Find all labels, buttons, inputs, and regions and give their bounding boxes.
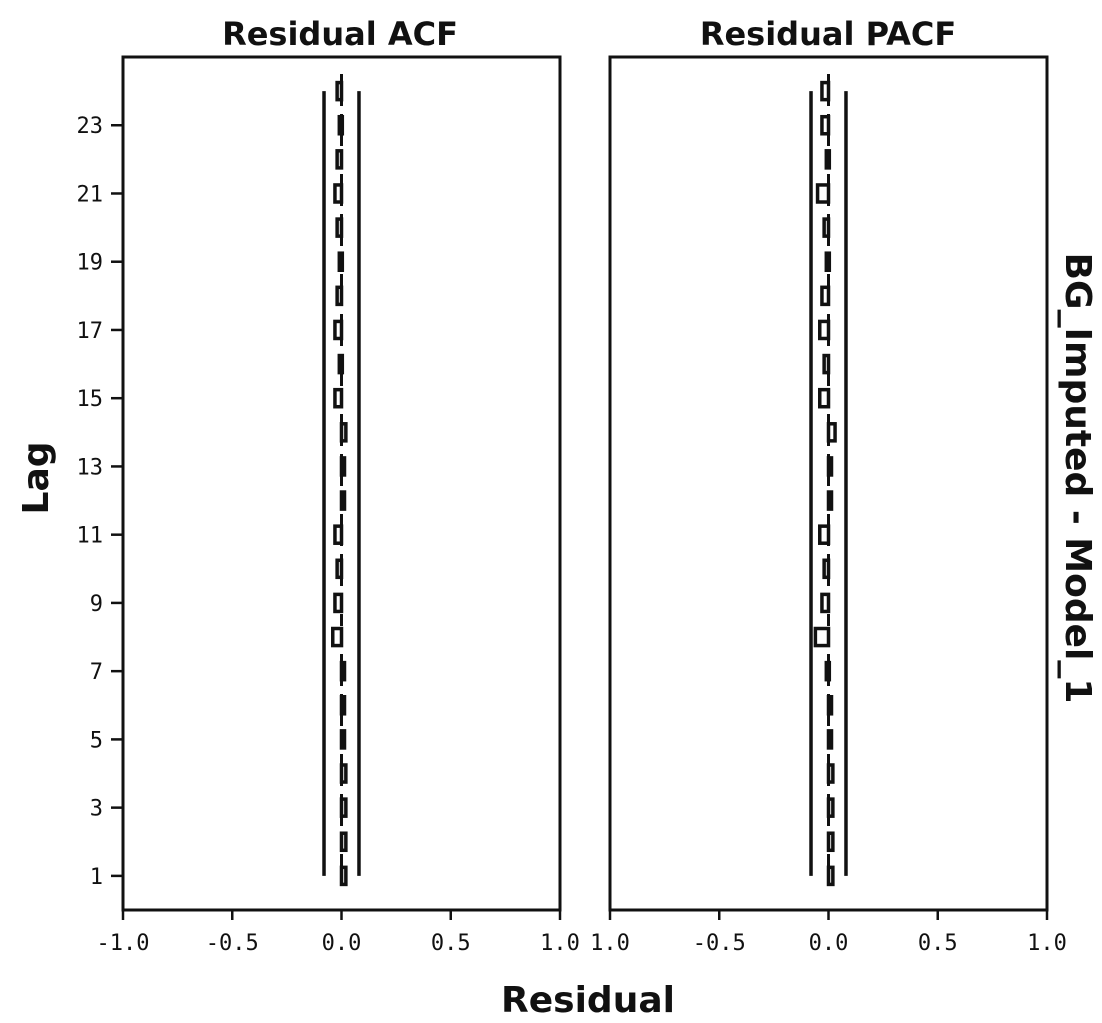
acf-confidence-limits — [322, 91, 361, 876]
pacf-x-tick-label: 1.0 — [1027, 931, 1067, 956]
pacf-bar-lag-21 — [815, 183, 831, 204]
pacf-bar-lag-24 — [820, 80, 831, 102]
acf-bar-lag-13 — [339, 456, 347, 477]
acf-x-tick-label: 0.0 — [322, 931, 362, 956]
pacf-bar-lag-22 — [824, 149, 832, 170]
pacf-bar-lag-1 — [826, 865, 835, 887]
pacf-confidence-limits — [809, 91, 848, 876]
pacf-bar-lag-13 — [826, 456, 834, 477]
acf-bar-lag-18 — [335, 285, 344, 307]
pacf-bar-lag-10 — [822, 558, 831, 580]
pacf-bar-lag-6 — [826, 695, 834, 716]
pacf-bar-lag-2 — [826, 831, 835, 853]
pacf-bar-lag-23 — [820, 114, 831, 136]
acf-bar-lag-7 — [339, 660, 347, 682]
y-tick-label: 13 — [77, 455, 104, 480]
acf-bar-lag-10 — [335, 558, 344, 580]
pacf-bar-lag-16 — [822, 353, 831, 375]
acf-bar-lag-22 — [335, 149, 344, 170]
acf-bar-lag-15 — [333, 387, 344, 409]
pacf-bar-lag-4 — [826, 763, 835, 784]
acf-x-axis-ticks: -1.0 -0.5 0.0 0.5 1.0 — [97, 910, 580, 956]
facet-label: BG_Imputed - Model_1 — [1057, 253, 1098, 704]
pacf-panel: Residual PACF 1.0 -0.5 0.0 0.5 1.0 — [590, 15, 1067, 956]
pacf-bar-lag-15 — [818, 387, 831, 409]
y-tick-label: 15 — [77, 387, 104, 412]
acf-x-tick-label: 1.0 — [540, 931, 580, 956]
acf-bar-lag-6 — [339, 695, 347, 716]
acf-x-tick-label: -0.5 — [206, 931, 259, 956]
y-tick-label: 21 — [77, 182, 104, 207]
acf-bars — [331, 80, 348, 887]
pacf-bar-lag-20 — [822, 217, 831, 238]
acf-bar-lag-24 — [335, 80, 344, 102]
y-tick-label: 9 — [90, 592, 103, 617]
acf-bar-lag-11 — [333, 524, 344, 545]
y-axis-title: Lag — [16, 441, 57, 514]
acf-bar-lag-17 — [333, 319, 344, 341]
pacf-bar-lag-17 — [818, 319, 831, 341]
acf-bar-lag-20 — [335, 217, 344, 238]
pacf-bar-lag-11 — [818, 524, 831, 545]
pacf-bar-lag-9 — [820, 592, 831, 614]
acf-bar-lag-14 — [339, 422, 348, 443]
y-tick-label: 5 — [90, 728, 103, 753]
pacf-x-tick-label: 0.5 — [918, 931, 958, 956]
acf-bar-lag-23 — [337, 114, 345, 136]
y-tick-label: 1 — [90, 865, 103, 890]
acf-panel-title: Residual ACF — [222, 15, 458, 53]
pacf-bar-lag-14 — [826, 422, 837, 443]
pacf-bar-lag-7 — [824, 660, 832, 682]
acf-bar-lag-16 — [337, 353, 345, 375]
pacf-x-tick-label: 1.0 — [590, 931, 630, 956]
pacf-x-axis-ticks: 1.0 -0.5 0.0 0.5 1.0 — [590, 910, 1067, 956]
pacf-bar-lag-8 — [813, 626, 831, 648]
acf-bar-lag-3 — [339, 797, 348, 818]
pacf-bar-lag-18 — [820, 285, 831, 307]
acf-bar-lag-12 — [339, 490, 347, 511]
pacf-bar-lag-12 — [826, 490, 834, 511]
x-axis-title: Residual — [501, 980, 675, 1021]
y-tick-label: 7 — [90, 660, 103, 685]
acf-bar-lag-5 — [339, 729, 347, 750]
pacf-panel-title: Residual PACF — [700, 15, 956, 53]
acf-bar-lag-8 — [331, 626, 344, 648]
y-tick-label: 3 — [90, 797, 103, 822]
acf-bar-lag-4 — [339, 763, 348, 784]
acf-bar-lag-1 — [339, 865, 348, 887]
y-tick-label: 23 — [77, 114, 104, 139]
y-tick-label: 17 — [77, 319, 104, 344]
y-tick-label: 19 — [77, 251, 104, 276]
pacf-x-tick-label: 0.0 — [809, 931, 849, 956]
pacf-x-tick-label: -0.5 — [693, 931, 746, 956]
pacf-bars — [813, 80, 837, 887]
acf-x-tick-label: 0.5 — [431, 931, 471, 956]
acf-bar-lag-2 — [339, 831, 348, 853]
acf-bar-lag-21 — [333, 183, 344, 204]
y-tick-label: 11 — [77, 524, 104, 549]
acf-bar-lag-19 — [337, 251, 345, 273]
pacf-bar-lag-5 — [826, 729, 834, 750]
acf-x-tick-label: -1.0 — [97, 931, 150, 956]
pacf-bar-lag-3 — [826, 797, 835, 818]
pacf-bar-lag-19 — [824, 251, 832, 273]
acf-bar-lag-9 — [333, 592, 344, 614]
